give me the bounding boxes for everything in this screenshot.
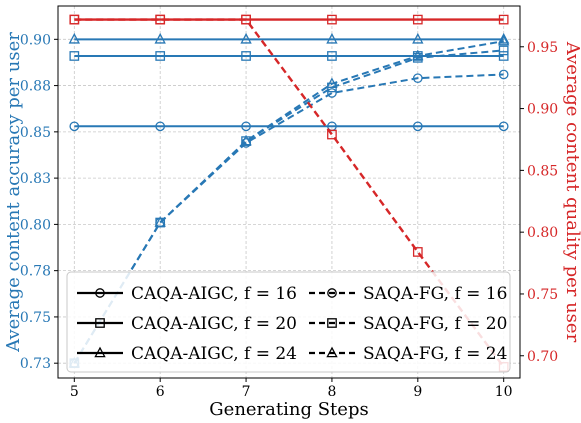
y-left-tick-label: 0.90: [20, 32, 51, 48]
data-point: [241, 51, 251, 61]
data-point: [326, 77, 338, 88]
y-left-tick-label: 0.73: [20, 356, 51, 372]
data-point: [327, 51, 337, 61]
data-point: [241, 121, 251, 132]
legend-label: SAQA-FG, f = 24: [363, 344, 507, 364]
data-point: [154, 216, 166, 227]
data-point: [497, 34, 510, 46]
data-point: [327, 88, 337, 98]
x-tick-label: 9: [413, 384, 422, 400]
data-point: [326, 32, 338, 44]
x-tick-label: 6: [156, 384, 165, 400]
data-point: [155, 51, 166, 61]
legend-label: CAQA-AIGC, f = 20: [131, 314, 297, 334]
data-point: [241, 14, 251, 25]
legend-entry: CAQA-AIGC, f = 16: [77, 284, 297, 304]
data-point: [498, 14, 509, 25]
data-point: [327, 129, 337, 140]
y-right-tick-label: 0.80: [527, 225, 558, 241]
data-point: [498, 51, 509, 61]
legend-marker: [94, 346, 106, 358]
series-caqa-aigc-f-16: [69, 121, 509, 132]
data-point: [412, 247, 423, 257]
legend-entry: SAQA-FG, f = 16: [309, 284, 507, 304]
series-caqa-aigc-f-24: [68, 32, 510, 44]
plot-frame: [57, 5, 521, 379]
y-left-tick-label: 0.88: [20, 79, 51, 95]
legend-marker: [327, 318, 337, 328]
data-point: [69, 121, 80, 132]
legend-entry: SAQA-FG, f = 24: [309, 344, 507, 364]
legend: CAQA-AIGC, f = 16 CAQA-AIGC, f = 20 CAQA-A…: [66, 271, 511, 373]
legend-label: CAQA-AIGC, f = 16: [131, 284, 297, 304]
data-point: [155, 14, 166, 25]
data-point: [498, 121, 509, 132]
x-tick-label: 7: [242, 384, 251, 400]
y-right-tick-label: 0.95: [527, 40, 558, 56]
data-point: [498, 69, 509, 80]
y-left-tick-label: 0.83: [20, 171, 51, 187]
legend-entry: SAQA-FG, f = 20: [309, 314, 507, 334]
legend-marker: [327, 288, 337, 298]
legend-marker: [326, 346, 338, 358]
data-point: [155, 121, 166, 132]
y-right-tick-label: 0.90: [527, 102, 558, 118]
data-point: [327, 14, 337, 25]
series-layer: [68, 14, 510, 372]
data-point: [412, 121, 423, 132]
data-point: [154, 32, 166, 44]
data-point: [497, 32, 510, 44]
y-axis-left-label: Average content accuracy per user: [3, 32, 24, 353]
series-line: [74, 18, 505, 368]
data-point: [69, 51, 80, 61]
data-point: [69, 14, 80, 25]
data-point: [412, 32, 424, 44]
y-left-tick-label: 0.85: [20, 125, 51, 141]
x-tick-label: 10: [495, 384, 513, 400]
legend-label: SAQA-FG, f = 20: [363, 314, 507, 334]
data-point: [412, 73, 423, 84]
data-point: [412, 14, 423, 25]
axis-ticks: 5 6 7 8 9 10 0.73 0.75 0.78 0.80 0.83 0.85 0.88 0.90 0…: [20, 32, 558, 400]
legend-entry: CAQA-AIGC, f = 20: [77, 314, 297, 334]
x-tick-label: 5: [70, 384, 79, 400]
y-right-tick-label: 0.85: [527, 163, 558, 179]
data-point: [412, 49, 424, 61]
data-point: [498, 45, 509, 56]
y-right-tick-label: 0.75: [527, 287, 558, 303]
legend-entry: CAQA-AIGC, f = 24: [77, 344, 297, 364]
legend-box: [66, 271, 511, 373]
x-tick-label: 8: [327, 384, 336, 400]
y-left-tick-label: 0.80: [20, 217, 51, 233]
legend-label: CAQA-AIGC, f = 24: [131, 344, 297, 364]
y-right-tick-label: 0.70: [527, 349, 558, 365]
data-point: [240, 32, 252, 44]
legend-marker: [95, 318, 105, 328]
y-left-tick-label: 0.75: [20, 310, 51, 326]
y-left-tick-label: 0.78: [20, 264, 51, 280]
y-axis-right-label: Average content quality per user: [562, 41, 581, 343]
data-point: [68, 32, 81, 44]
data-point: [240, 134, 252, 146]
legend-marker: [95, 288, 105, 298]
legend-label: SAQA-FG, f = 16: [363, 284, 507, 304]
series-line: [73, 40, 504, 364]
x-axis-label: Generating Steps: [209, 399, 368, 420]
